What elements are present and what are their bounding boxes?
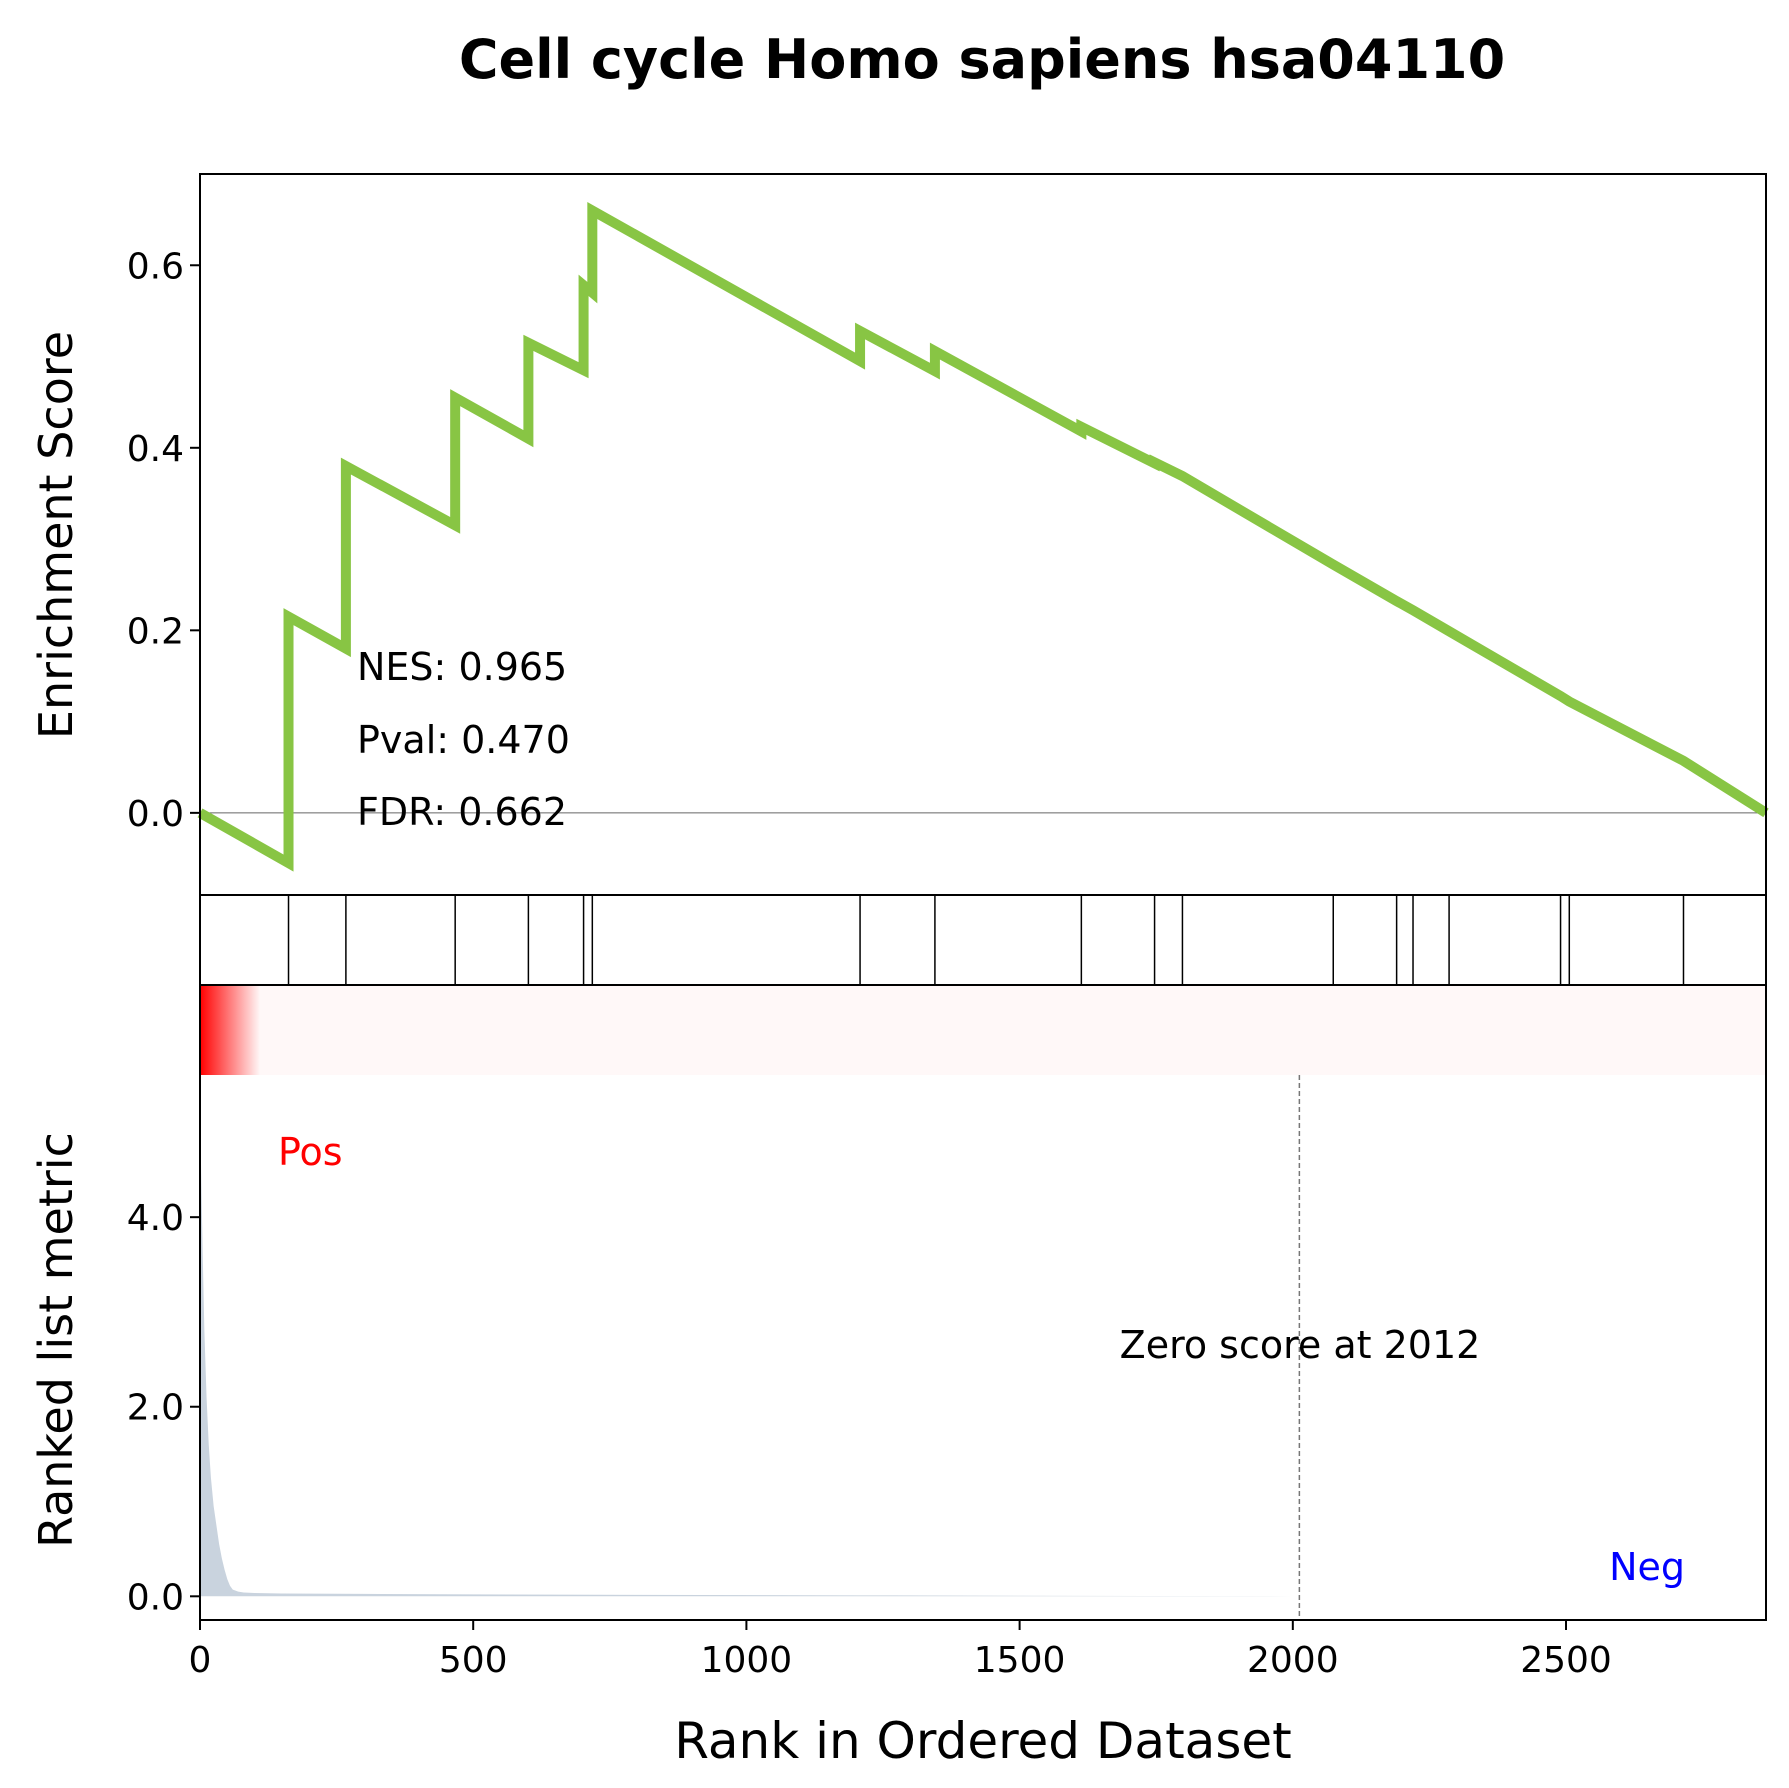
metric-frame: [199, 984, 1767, 1621]
es-plot-area: [200, 174, 1766, 895]
zero-score-annotation: Zero score at 2012: [1120, 1323, 1481, 1367]
metric-y-tick-label: 4.0: [127, 1198, 184, 1239]
es-y-axis-label: Enrichment Score: [29, 331, 83, 739]
metric-x-axis: 0 500 1000 1500 2000 2500: [189, 1620, 1612, 1681]
es-y-axis: 0.0 0.2 0.4 0.6: [127, 246, 200, 835]
x-tick-label: 1000: [701, 1640, 793, 1681]
metric-y-axis-label: Ranked list metric: [29, 1132, 83, 1548]
rank-colorbar-background: [200, 985, 1766, 1075]
es-y-tick-label: 0.0: [127, 794, 184, 835]
hits-frame: [199, 894, 1767, 986]
hits-panel: [199, 894, 1767, 986]
pos-label: Pos: [278, 1130, 343, 1174]
es-y-tick-label: 0.2: [127, 611, 184, 652]
chart-title: Cell cycle Homo sapiens hsa04110: [459, 28, 1505, 91]
es-y-tick-label: 0.4: [127, 429, 184, 470]
enrichment-score-panel: 0.0 0.2 0.4 0.6 NES: 0.965 Pval: 0.470 FDR:…: [29, 173, 1769, 896]
x-tick-label: 2500: [1520, 1640, 1612, 1681]
nes-annotation: NES: 0.965: [357, 645, 567, 689]
hit-lines: [287, 895, 1767, 985]
x-tick-label: 1500: [974, 1640, 1066, 1681]
neg-label: Neg: [1609, 1545, 1685, 1589]
enrichment-score-line: [197, 201, 1769, 872]
x-tick-label: 2000: [1247, 1640, 1339, 1681]
metric-y-tick-label: 0.0: [127, 1577, 184, 1618]
metric-y-axis: 0.0 2.0 4.0: [127, 1198, 200, 1618]
metric-y-tick-label: 2.0: [127, 1388, 184, 1429]
pval-annotation: Pval: 0.470: [357, 718, 570, 762]
fdr-annotation: FDR: 0.662: [357, 790, 567, 834]
x-tick-label: 0: [189, 1640, 212, 1681]
ranked-metric-panel: Pos Neg Zero score at 2012 0.0 2.0 4.0 0 50…: [29, 984, 1767, 1770]
ranked-metric-area: [200, 1103, 1766, 1597]
x-tick-label: 500: [439, 1640, 508, 1681]
x-axis-label: Rank in Ordered Dataset: [674, 1712, 1291, 1770]
rank-colorbar-gradient: [200, 985, 261, 1075]
es-y-tick-label: 0.6: [127, 246, 184, 287]
